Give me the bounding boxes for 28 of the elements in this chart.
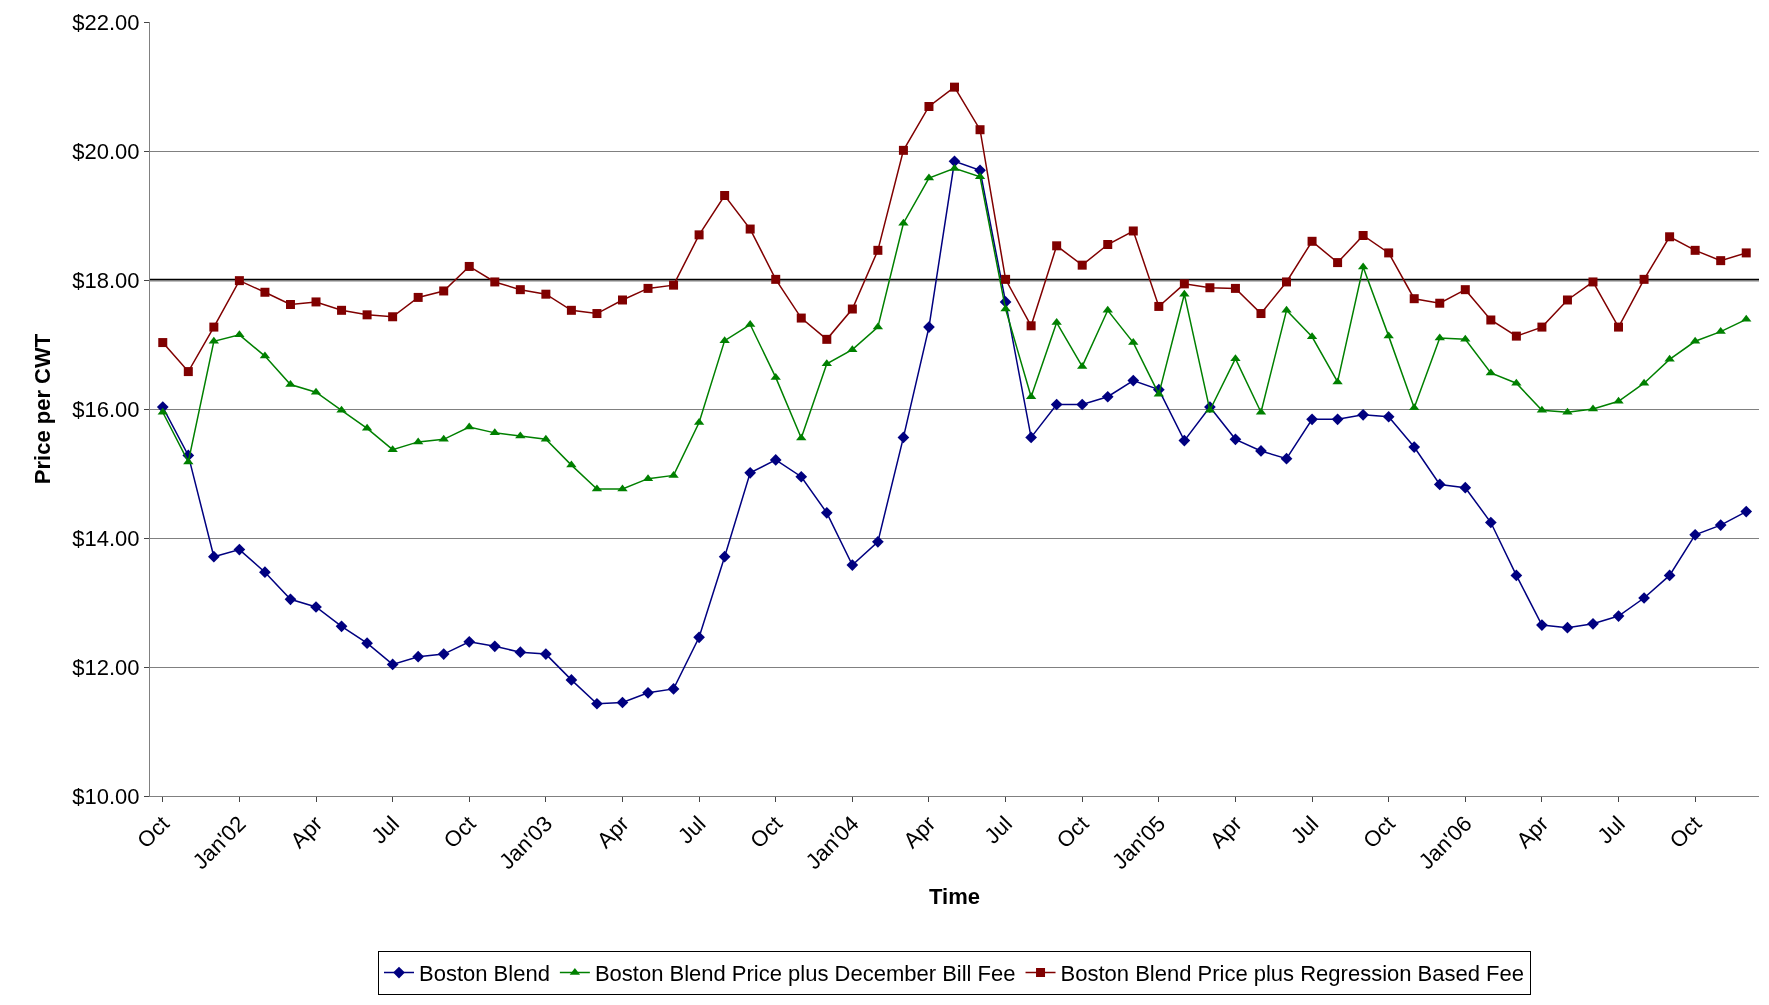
x-tick-label: Apr [285, 811, 328, 853]
x-tick-label: Oct [745, 811, 788, 853]
x-tick-label: Oct [1358, 811, 1400, 853]
x-tick-label: Oct [438, 811, 481, 853]
y-tick-label: $20.00 [72, 138, 140, 164]
y-tick-label: $16.00 [72, 396, 140, 422]
legend-label: Boston Blend [419, 961, 550, 987]
y-tick-label: $18.00 [72, 267, 140, 293]
x-axis-title: Time [929, 883, 980, 909]
x-tick-label: Oct [1051, 811, 1094, 853]
x-tick-label: Jul [672, 811, 711, 849]
x-tick-label: Apr [1204, 811, 1247, 853]
x-tick-label: Apr [591, 811, 634, 853]
x-tick-label: Apr [898, 811, 941, 853]
legend-label: Boston Blend Price plus Regression Based Fee [1060, 961, 1525, 987]
y-tick-label: $14.00 [72, 525, 140, 551]
y-axis-title: Price per CWT [30, 333, 56, 485]
x-tick-label: Oct [1664, 811, 1707, 853]
y-tick-label: $22.00 [72, 9, 140, 35]
x-tick-label: Jul [979, 811, 1017, 849]
x-tick-label: Jul [1592, 811, 1630, 849]
x-tick-label: Jul [1285, 811, 1324, 849]
x-tick-label: Apr [1511, 811, 1554, 853]
x-tick-label: Oct [132, 811, 175, 853]
y-tick-label: $10.00 [72, 783, 140, 809]
x-tick-label: Jul [366, 811, 404, 849]
legend-label: Boston Blend Price plus December Bill Fee [594, 961, 1016, 987]
y-tick-label: $12.00 [72, 654, 140, 680]
